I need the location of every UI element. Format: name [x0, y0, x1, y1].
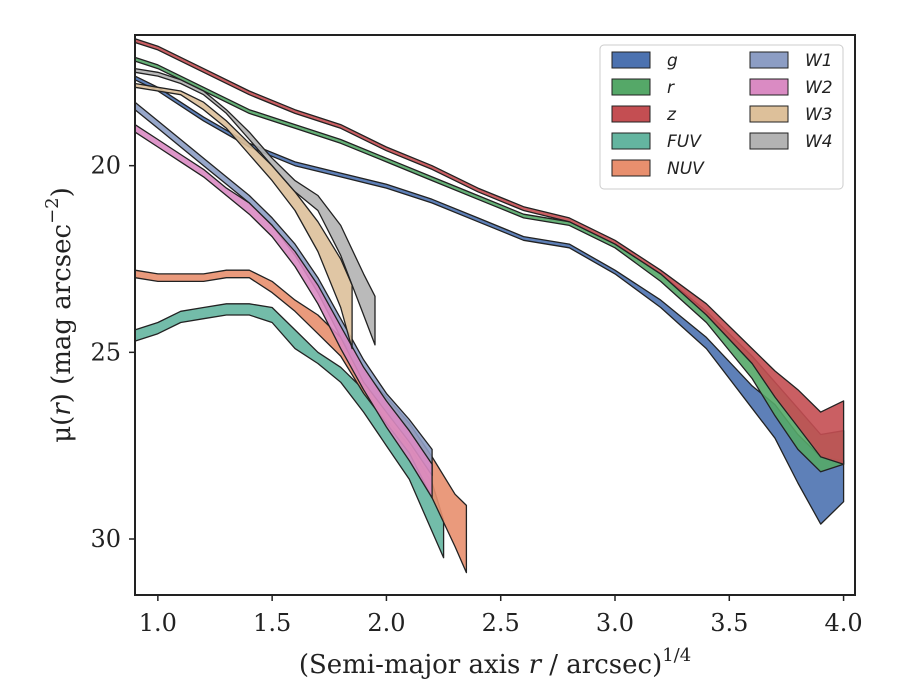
legend-swatch-w4 [749, 132, 789, 150]
axis-ticks: 1.0 1.5 2.0 2.5 3.0 3.5 4.0 20 25 30 [90, 152, 862, 637]
legend-swatch-fuv [611, 132, 651, 150]
band-area-fuv [134, 303, 445, 559]
x-tick-label: 3.5 [710, 609, 748, 637]
legend-label-r: r [667, 78, 675, 98]
legend-label-w3: W3 [805, 105, 833, 125]
legend-label-z: z [666, 105, 677, 125]
band-areas [134, 38, 845, 574]
band-area-g [134, 75, 845, 525]
legend-label-w1: W1 [805, 51, 833, 71]
x-tick-label: 3.0 [596, 609, 634, 637]
band-area-w2 [134, 123, 433, 499]
x-axis-label: (Semi-major axis r / arcsec)1/4 [299, 645, 691, 680]
y-tick-label: 30 [90, 525, 121, 553]
legend-swatch-w1 [749, 51, 789, 69]
legend-swatch-g [611, 51, 651, 69]
y-tick-label: 25 [90, 338, 121, 366]
band-area-w3 [134, 82, 353, 350]
legend-swatch-nuv [611, 159, 651, 177]
legend-swatch-w3 [749, 105, 789, 123]
y-axis-label: μ(r) (mag arcsec−2) [42, 187, 77, 443]
legend-label-w2: W2 [805, 78, 833, 98]
legend-swatch-w2 [749, 78, 789, 96]
x-tick-label: 4.0 [824, 609, 862, 637]
legend: grz FUV NUV W1 W2 W3 W4 [599, 44, 844, 190]
legend-label-g: g [667, 51, 678, 71]
legend-label-fuv: FUV [667, 132, 702, 152]
legend-swatch-z [611, 105, 651, 123]
x-tick-label: 1.5 [253, 609, 291, 637]
x-tick-label: 2.0 [367, 609, 405, 637]
x-tick-label: 2.5 [482, 609, 520, 637]
band-area-w4 [134, 67, 376, 346]
y-tick-label: 20 [90, 152, 121, 180]
legend-label-nuv: NUV [667, 159, 705, 179]
band-area-z [134, 38, 845, 465]
plot-frame [134, 34, 856, 596]
x-tick-label: 1.0 [139, 609, 177, 637]
legend-swatch-r [611, 78, 651, 96]
legend-label-w4: W4 [805, 132, 833, 152]
